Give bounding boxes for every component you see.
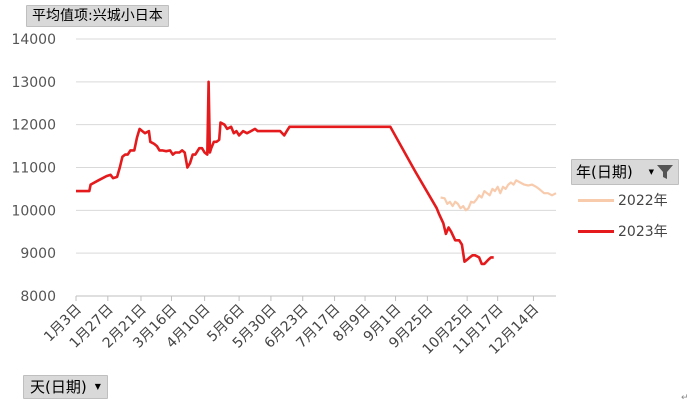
legend-item-2022: 2022年 — [578, 190, 668, 210]
y-axis-ticks: 8000 9000 10000 11000 12000 13000 14000 — [11, 32, 56, 305]
filter-icon[interactable] — [656, 164, 674, 180]
legend-item-2023: 2023年 — [578, 221, 668, 241]
legend-label-2023: 2023年 — [618, 224, 668, 240]
x-axis-ticks: 1月3日1月27日2月21日3月16日4月10日5月6日5月30日6月23日7月… — [41, 295, 556, 358]
axis-field-button[interactable]: 天(日期) ▼ — [23, 375, 108, 399]
y-tick-label: 9000 — [20, 246, 56, 262]
series-lines — [76, 80, 557, 266]
value-field-button[interactable]: 平均值项:兴城小日本 — [26, 5, 169, 27]
gridlines — [76, 38, 556, 297]
legend-field-button[interactable]: 年(日期) ▼ — [571, 159, 679, 185]
y-tick-label: 12000 — [11, 118, 56, 134]
series-line-2023 — [76, 80, 494, 266]
chevron-down-icon[interactable]: ▼ — [648, 168, 654, 176]
paragraph-mark-icon: ↵ — [681, 393, 689, 403]
chevron-down-icon[interactable]: ▼ — [94, 382, 101, 391]
axis-field-label: 天(日期) — [30, 378, 87, 396]
y-tick-label: 14000 — [11, 32, 56, 48]
legend-label-2022: 2022年 — [618, 193, 668, 209]
y-tick-label: 10000 — [11, 203, 56, 219]
legend-swatch-2023 — [578, 229, 614, 233]
legend-header-label: 年(日期) — [576, 163, 633, 181]
value-field-label: 平均值项:兴城小日本 — [32, 8, 163, 24]
y-tick-label: 13000 — [11, 75, 56, 91]
y-tick-label: 8000 — [20, 289, 56, 305]
y-tick-label: 11000 — [11, 161, 56, 177]
series-line-2022 — [440, 179, 557, 212]
legend-swatch-2022 — [578, 198, 614, 202]
